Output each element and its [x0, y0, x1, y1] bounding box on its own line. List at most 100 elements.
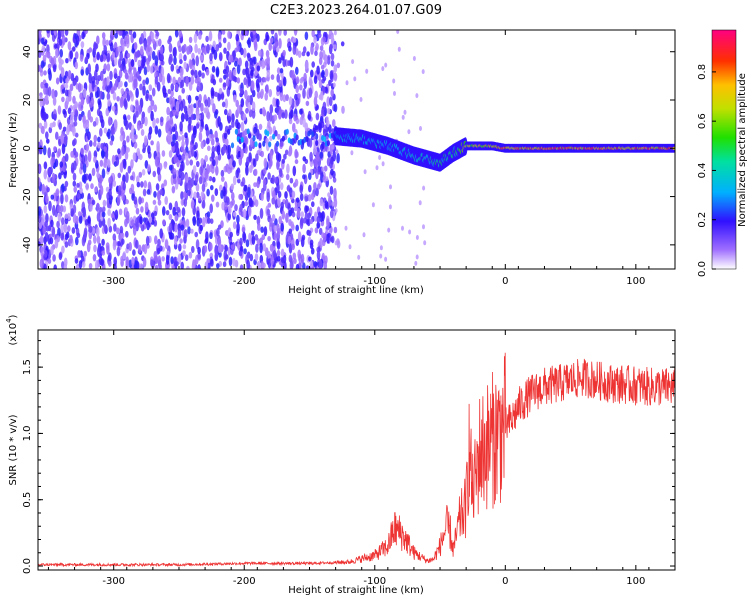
heatmap-cell [253, 56, 257, 65]
heatmap-cell [291, 69, 295, 81]
heatmap-cell [220, 169, 225, 178]
heatmap-cell [153, 104, 158, 113]
heatmap-cell [142, 257, 147, 268]
heatmap-cell [324, 54, 328, 65]
heatmap-cell [311, 30, 315, 38]
heatmap-cell [93, 235, 97, 244]
heatmap-cell [154, 76, 159, 85]
heatmap-cell [67, 225, 71, 232]
heatmap-cell [397, 46, 401, 52]
heatmap-cell [250, 69, 254, 77]
heatmap-cell [143, 135, 148, 146]
heatmap-cell [244, 60, 249, 69]
heatmap-cell [266, 191, 271, 203]
heatmap-cell [89, 101, 93, 109]
heatmap-cell [214, 111, 218, 119]
heatmap-cell [278, 30, 282, 36]
heatmap-cell [142, 188, 147, 197]
heatmap-cell [109, 140, 114, 146]
snr-xlabel: Height of straight line (km) [288, 585, 424, 596]
y-tick-label: 0 [22, 145, 33, 151]
heatmap-cell [274, 40, 279, 48]
heatmap-cell [209, 203, 213, 214]
heatmap-cell [210, 98, 214, 106]
heatmap-cell [179, 238, 183, 244]
heatmap-cell [158, 72, 163, 83]
heatmap-cell [177, 76, 182, 84]
y-tick-label: 1.0 [22, 425, 33, 441]
heatmap-cell [87, 198, 92, 205]
heatmap-cell [60, 223, 64, 233]
heatmap-cell [162, 219, 166, 226]
heatmap-cell [269, 104, 274, 114]
heatmap-cell [263, 77, 267, 83]
heatmap-cell [136, 71, 140, 79]
heatmap-cell [84, 56, 89, 64]
heatmap-cell [230, 244, 235, 250]
heatmap-cell [103, 157, 108, 168]
heatmap-cell [319, 45, 324, 52]
heatmap-cell [152, 39, 156, 45]
heatmap-cell [72, 46, 76, 52]
heatmap-cell [263, 226, 268, 237]
heatmap-cell [308, 172, 312, 181]
heatmap-cell [175, 100, 180, 112]
heatmap-cell [102, 206, 106, 213]
heatmap-cell [243, 248, 247, 255]
heatmap-cell [169, 117, 174, 125]
heatmap-cell [304, 195, 308, 202]
heatmap-cell [314, 227, 319, 234]
heatmap-cell [266, 69, 271, 78]
heatmap-cell [326, 96, 331, 107]
heatmap-cell [212, 78, 217, 86]
heatmap-cell [122, 182, 126, 191]
heatmap-cell [110, 134, 115, 142]
heatmap-cell [195, 183, 200, 192]
heatmap-cell [110, 30, 114, 37]
heatmap-cell [246, 128, 250, 135]
heatmap-cell [220, 93, 225, 99]
heatmap-cell [191, 52, 195, 60]
heatmap-cell [178, 243, 182, 252]
heatmap-cell [83, 121, 87, 129]
heatmap-cell [272, 133, 276, 140]
heatmap-cell [65, 78, 69, 84]
heatmap-cell [209, 232, 213, 240]
heatmap-cell [199, 166, 203, 176]
heatmap-cell [317, 183, 321, 190]
heatmap-cell [57, 227, 61, 238]
heatmap-cell [176, 206, 181, 213]
heatmap-cell [41, 214, 45, 225]
heatmap-cell [295, 263, 300, 269]
heatmap-cell [300, 211, 305, 218]
heatmap-cell [222, 186, 226, 197]
heatmap-cell [67, 107, 72, 115]
heatmap-cell [47, 168, 52, 176]
heatmap-cell [295, 238, 300, 246]
heatmap-cell [81, 261, 86, 268]
heatmap-cell [174, 222, 178, 233]
heatmap-cell [93, 86, 98, 92]
heatmap-cell [279, 169, 283, 177]
heatmap-cell [266, 111, 270, 122]
heatmap-cell [249, 165, 253, 173]
heatmap-cell [304, 31, 309, 41]
heatmap-cell [128, 90, 133, 96]
heatmap-cell [201, 200, 206, 209]
heatmap-cell [205, 137, 210, 145]
heatmap-cell [251, 235, 256, 245]
heatmap-cell [272, 190, 276, 199]
heatmap-cell [228, 158, 233, 168]
heatmap-cell [117, 185, 122, 192]
heatmap-cell [111, 105, 116, 112]
heatmap-cell [313, 158, 317, 167]
heatmap-cell [232, 68, 237, 77]
heatmap-cell [135, 207, 140, 215]
heatmap-cell [80, 98, 85, 106]
heatmap-cell [120, 126, 124, 136]
heatmap-cell [78, 181, 83, 190]
heatmap-cell [49, 122, 54, 129]
heatmap-cell [169, 110, 173, 119]
heatmap-cell [309, 239, 314, 246]
heatmap-cell [232, 257, 236, 267]
